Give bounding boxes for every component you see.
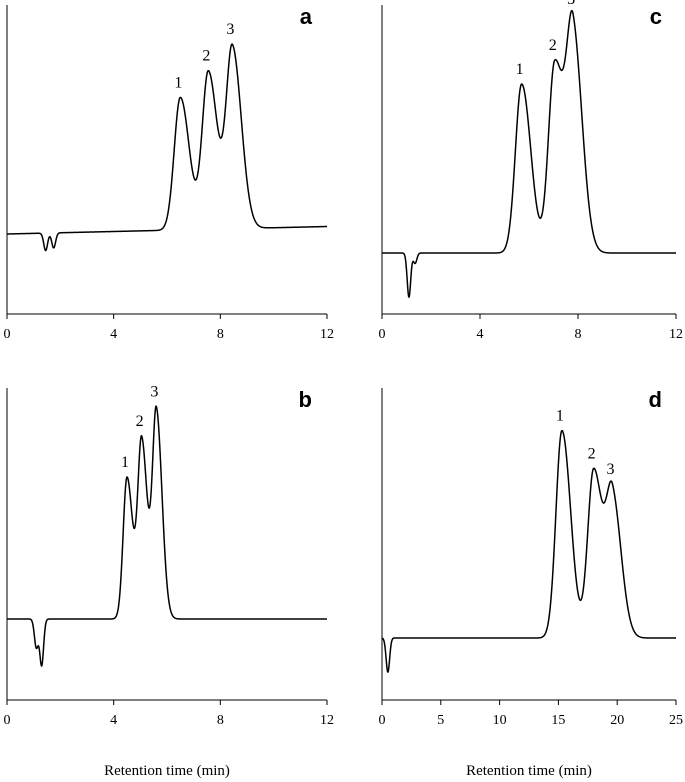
peak-label-1: 1 — [121, 454, 129, 471]
x-tick-label: 5 — [437, 713, 444, 728]
chromatogram-trace — [6, 405, 328, 667]
chromatogram-trace — [381, 9, 677, 298]
panel-letter: a — [300, 4, 313, 29]
x-tick-label: 0 — [379, 713, 386, 728]
x-tick-label: 12 — [320, 327, 334, 342]
panel-letter: b — [299, 387, 312, 412]
peak-label-2: 2 — [202, 48, 210, 65]
peak-label-3: 3 — [606, 461, 614, 478]
x-axis-title: Retention time (min) — [104, 763, 230, 779]
x-tick-label: 4 — [110, 327, 117, 342]
x-tick-label: 25 — [669, 713, 683, 728]
x-tick-label: 4 — [477, 327, 484, 342]
x-tick-label: 10 — [493, 713, 507, 728]
panel-letter: d — [649, 387, 662, 412]
peak-label-1: 1 — [556, 408, 564, 425]
peak-label-2: 2 — [588, 445, 596, 462]
x-tick-label: 0 — [4, 327, 11, 342]
x-tick-label: 12 — [669, 327, 683, 342]
x-tick-label: 0 — [379, 327, 386, 342]
chromatogram-trace — [6, 43, 328, 252]
panel-d: 0 5 10 15 20 25 Retention time (min) d 1 23 — [379, 387, 684, 779]
x-tick-label: 15 — [551, 713, 565, 728]
peak-label-1: 1 — [174, 74, 182, 91]
peak-label-3: 3 — [567, 0, 575, 8]
x-tick-label: 12 — [320, 713, 334, 728]
x-tick-label: 20 — [610, 713, 624, 728]
peak-label-3: 3 — [226, 21, 234, 38]
peak-label-1: 1 — [516, 61, 524, 78]
panel-c: 04812c123 — [379, 0, 684, 342]
x-tick-label: 8 — [575, 327, 582, 342]
x-tick-label: 8 — [217, 713, 224, 728]
panel-letter: c — [650, 4, 662, 29]
x-axis-title: Retention time (min) — [466, 763, 592, 779]
chromatogram-trace — [381, 429, 677, 673]
x-tick-label: 0 — [4, 713, 11, 728]
peak-label-2: 2 — [549, 37, 557, 54]
peak-label-2: 2 — [136, 413, 144, 430]
peak-label-3: 3 — [150, 383, 158, 400]
x-tick-label: 4 — [110, 713, 117, 728]
x-tick-label: 8 — [217, 327, 224, 342]
